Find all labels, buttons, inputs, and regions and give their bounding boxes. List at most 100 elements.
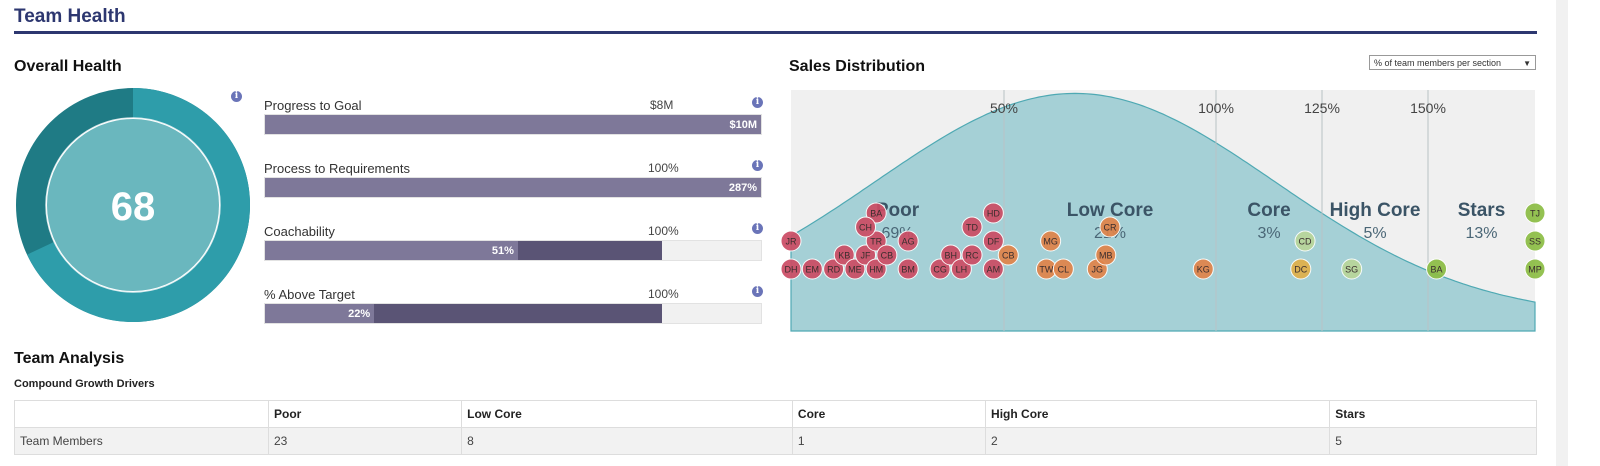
team-member-initials: MG	[1043, 237, 1058, 247]
sales-view-select[interactable]: % of team members per section ▼	[1369, 55, 1536, 70]
team-member-initials: KB	[838, 251, 850, 261]
team-member-initials: TD	[966, 223, 978, 233]
progress-target: 100%	[648, 161, 679, 175]
table-header-row: Poor Low Core Core High Core Stars	[14, 400, 1537, 428]
team-member-initials: BM	[901, 265, 915, 275]
team-member-initials: KG	[1197, 265, 1210, 275]
progress-value: 51%	[491, 245, 514, 257]
team-analysis-title: Team Analysis	[14, 350, 125, 367]
progress-bar-fill	[265, 178, 761, 197]
section-name-label: Low Core	[1067, 200, 1154, 221]
team-member-initials: CB	[881, 251, 894, 261]
team-member-initials: SS	[1529, 237, 1541, 247]
table-cell: 1	[791, 427, 987, 455]
table-header-cell: Low Core	[461, 400, 793, 428]
progress-track: 51%	[264, 240, 762, 261]
progress-target: 100%	[648, 287, 679, 301]
team-member-bubble	[855, 216, 877, 238]
team-member-bubble	[982, 258, 1004, 280]
team-member-bubble	[1099, 216, 1121, 238]
team-member-initials: BA	[1431, 265, 1443, 275]
table-cell: 8	[461, 427, 793, 455]
team-member-bubble	[780, 258, 802, 280]
team-member-initials: DC	[1294, 265, 1307, 275]
table-cell: 23	[267, 427, 463, 455]
team-member-initials: RD	[827, 265, 840, 275]
overall-health-title: Overall Health	[14, 58, 122, 75]
section-name-label: Core	[1247, 200, 1290, 221]
team-analysis-table: Poor Low Core Core High Core Stars Team …	[14, 400, 1537, 455]
team-member-bubble	[823, 258, 845, 280]
progress-value: 287%	[728, 182, 757, 194]
team-member-bubble	[865, 258, 887, 280]
progress-above-target-info-icon[interactable]: i	[752, 286, 763, 297]
team-member-bubble	[780, 230, 802, 252]
progress-requirements-info-icon[interactable]: i	[752, 160, 763, 171]
progress-label: % Above Target	[264, 287, 355, 302]
team-member-bubble	[1192, 258, 1214, 280]
team-member-bubble	[897, 230, 919, 252]
team-member-initials: AG	[902, 237, 915, 247]
section-percent-label: 5%	[1363, 225, 1386, 242]
team-member-initials: CD	[1299, 237, 1312, 247]
team-member-initials: JR	[786, 237, 798, 247]
section-percent-label: 3%	[1257, 225, 1280, 242]
table-header-cell: Stars	[1329, 400, 1537, 428]
sales-distribution-title: Sales Distribution	[789, 58, 926, 75]
team-member-bubble	[1052, 258, 1074, 280]
team-member-initials: RC	[966, 251, 979, 261]
axis-tick-label: 100%	[1198, 100, 1234, 116]
axis-tick-label: 125%	[1304, 100, 1340, 116]
progress-label: Progress to Goal	[264, 98, 362, 113]
team-member-bubble	[940, 244, 962, 266]
progress-bar-inner-fill	[265, 304, 375, 323]
donut-center	[47, 119, 219, 291]
progress-target: 100%	[648, 224, 679, 238]
team-member-initials: CB	[1002, 251, 1015, 261]
team-member-bubble	[982, 202, 1004, 224]
team-member-bubble	[1040, 230, 1062, 252]
progress-value: $10M	[729, 119, 757, 131]
overall-health-info-icon[interactable]: i	[231, 91, 242, 102]
team-member-initials: TW	[1039, 265, 1053, 275]
table-header-cell: High Core	[985, 400, 1331, 428]
team-member-bubble	[1524, 258, 1546, 280]
team-member-initials: EM	[806, 265, 820, 275]
table-header-cell	[14, 400, 269, 428]
team-member-initials: DF	[987, 237, 999, 247]
team-member-bubble	[1426, 258, 1448, 280]
progress-target: $8M	[650, 98, 674, 112]
page-title: Team Health	[14, 6, 126, 27]
donut-progress-arc	[16, 88, 250, 322]
team-member-initials: LH	[956, 265, 968, 275]
progress-goal-info-icon[interactable]: i	[752, 97, 763, 108]
team-member-bubble	[961, 216, 983, 238]
team-member-initials: AM	[987, 265, 1001, 275]
table-header-cell: Poor	[267, 400, 463, 428]
table-cell: Team Members	[14, 427, 269, 455]
team-member-bubble	[929, 258, 951, 280]
team-member-initials: MP	[1528, 265, 1542, 275]
progress-value: 22%	[348, 308, 371, 320]
scrollbar[interactable]	[1556, 0, 1568, 466]
team-member-bubble	[844, 258, 866, 280]
chevron-down-icon: ▼	[1523, 59, 1531, 68]
health-score: 68	[111, 185, 156, 229]
team-member-bubble	[1095, 244, 1117, 266]
team-member-bubble	[982, 230, 1004, 252]
sales-view-select-value: % of team members per section	[1374, 58, 1502, 68]
table-row: Team Members 23 8 1 2 5	[14, 427, 1537, 455]
team-member-bubble	[1294, 230, 1316, 252]
team-member-initials: MB	[1099, 251, 1113, 261]
axis-tick-label: 150%	[1410, 100, 1446, 116]
team-member-bubble	[1524, 230, 1546, 252]
table-cell: 2	[985, 427, 1331, 455]
table-cell: 5	[1329, 427, 1537, 455]
progress-coachability-info-icon[interactable]: i	[752, 223, 763, 234]
team-member-initials: CR	[1104, 223, 1117, 233]
team-member-initials: JG	[1092, 265, 1104, 275]
team-member-bubble	[897, 258, 919, 280]
team-member-bubble	[1341, 258, 1363, 280]
team-member-initials: CG	[933, 265, 947, 275]
